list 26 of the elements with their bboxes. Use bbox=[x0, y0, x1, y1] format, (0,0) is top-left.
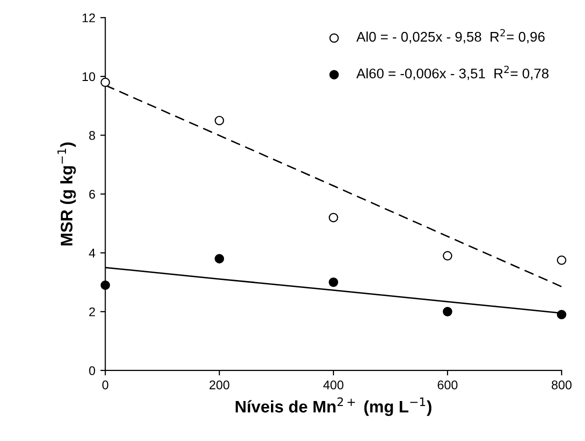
point bbox=[442, 306, 452, 316]
point bbox=[100, 78, 110, 88]
point bbox=[100, 280, 110, 290]
x-tick-label: 0 bbox=[102, 380, 108, 390]
point bbox=[556, 310, 566, 320]
x-tick-label: 800 bbox=[552, 380, 572, 390]
x-tick-label: 600 bbox=[438, 380, 458, 390]
point bbox=[214, 254, 224, 264]
y-tick-label: 10 bbox=[82, 72, 96, 82]
point bbox=[442, 251, 452, 260]
y-tick-label: 6 bbox=[89, 190, 96, 199]
point bbox=[328, 278, 338, 287]
y-tick-label: 12 bbox=[82, 13, 95, 22]
x-tick-label: 400 bbox=[323, 380, 344, 390]
legend-label: Al60 = -0,006x - 3,51 R$^{2}$= 0,78 bbox=[356, 66, 548, 80]
y-tick-label: 0 bbox=[89, 366, 96, 376]
y-axis-title: MSR (g kg$^{−1}$) bbox=[57, 142, 76, 246]
y-tick-label: 4 bbox=[88, 248, 96, 258]
legend-label: Al0 = - 0,025x - 9,58 R$^{2}$= 0,96 bbox=[356, 29, 545, 44]
y-tick-label: 2 bbox=[89, 307, 95, 316]
y-tick-label: 8 bbox=[89, 131, 96, 140]
x-axis-title: Níveis de Mn$^{2+}$ (mg L$^{−1}$) bbox=[236, 397, 432, 416]
point bbox=[328, 212, 338, 222]
point bbox=[556, 255, 566, 265]
point bbox=[214, 116, 224, 126]
x-tick-label: 200 bbox=[210, 380, 230, 390]
